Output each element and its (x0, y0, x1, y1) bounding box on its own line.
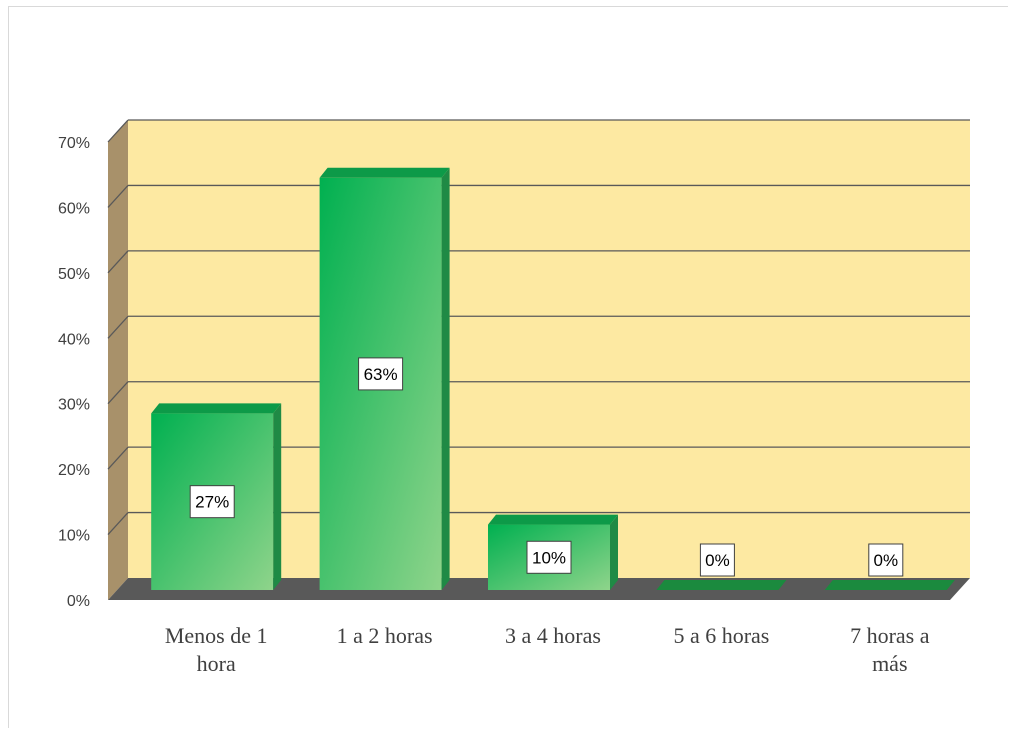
data-label-box (868, 543, 904, 577)
x-category-label: Menos de 1 (165, 623, 268, 648)
y-tick-label: 40% (58, 331, 90, 348)
y-tick-label: 60% (58, 200, 90, 217)
y-tick-label: 0% (67, 593, 90, 610)
gridline-side (107, 250, 129, 274)
data-label-box (526, 540, 572, 574)
gridline-side (107, 315, 129, 339)
gridline-side (107, 446, 129, 470)
data-label-box (699, 543, 735, 577)
data-label: 0% (874, 551, 899, 570)
x-category-label: 1 a 2 horas (337, 623, 433, 648)
y-tick-label: 50% (58, 266, 90, 283)
data-label: 10% (532, 548, 566, 567)
bar-top (319, 167, 450, 178)
x-category-label: hora (197, 651, 236, 676)
gridline-side (107, 184, 129, 208)
bar-side (273, 403, 282, 590)
data-label-box (189, 485, 235, 519)
x-category-label: 5 a 6 horas (673, 623, 769, 648)
data-label: 63% (364, 365, 398, 384)
chart-border (8, 6, 1008, 728)
bar-top (488, 514, 618, 525)
side-wall (108, 120, 128, 600)
data-label: 27% (195, 493, 229, 512)
x-category-label: 7 horas a (850, 623, 930, 648)
bar-side (610, 514, 618, 590)
data-label-box (358, 357, 404, 391)
bar (656, 580, 787, 590)
y-tick-label: 10% (58, 528, 90, 545)
data-label: 0% (705, 551, 730, 570)
y-tick-label: 30% (58, 397, 90, 414)
y-tick-label: 70% (58, 135, 90, 152)
gridline-side (107, 119, 129, 143)
bar-top (151, 403, 282, 414)
bar (824, 580, 955, 590)
y-tick-label: 20% (58, 462, 90, 479)
bar-side (441, 167, 450, 591)
gridline-side (107, 381, 129, 405)
x-category-label: más (872, 651, 907, 676)
x-category-label: 3 a 4 horas (505, 623, 601, 648)
gridline-side (107, 512, 129, 536)
